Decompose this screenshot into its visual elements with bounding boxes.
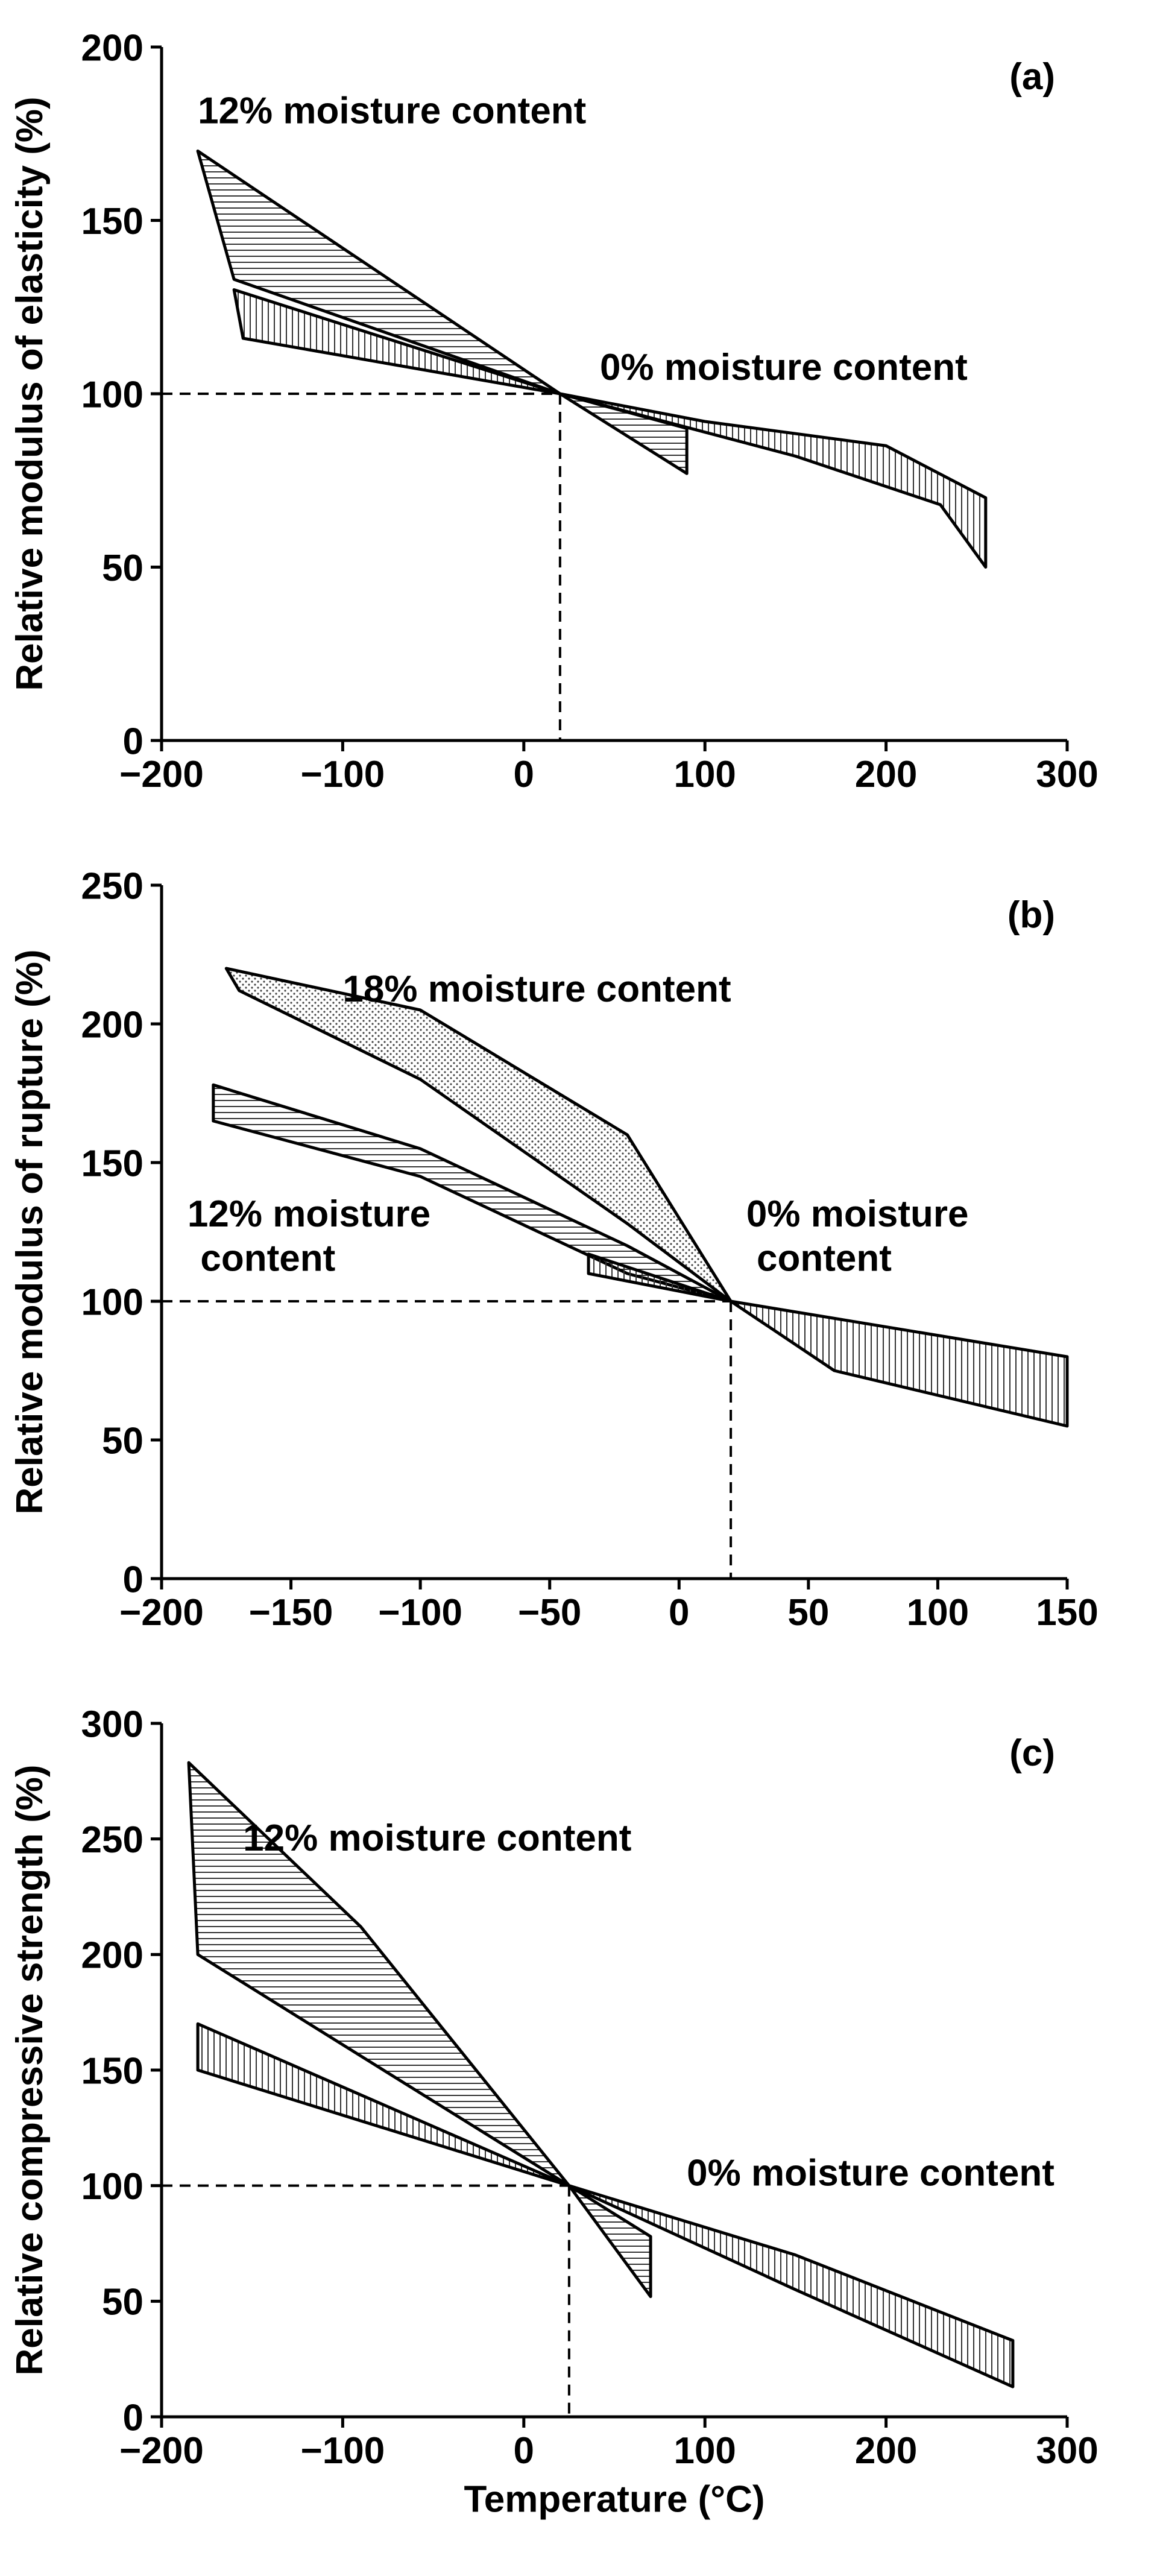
series-annotation: content [200,1237,335,1279]
x-tick-label: 0 [514,2430,534,2472]
x-tick-label: 200 [855,2430,917,2472]
y-tick-label: 200 [81,1004,143,1046]
series-annotation: 12% moisture content [198,90,586,132]
y-tick-label: 50 [102,548,143,589]
x-tick-label: −100 [301,754,385,795]
panel-label: (a) [1009,56,1055,98]
x-tick-label: 100 [907,1592,969,1634]
panel-label: (b) [1007,894,1055,936]
x-tick-label: −200 [119,2430,204,2472]
y-axis-label: Relative modulus of rupture (%) [9,950,51,1515]
band-vertical-1 [232,288,988,569]
x-axis-label: Temperature (°C) [464,2479,765,2521]
y-tick-label: 200 [81,1935,143,1977]
x-tick-label: −50 [518,1592,581,1634]
x-tick-label: 0 [669,1592,689,1634]
x-tick-label: 300 [1036,2430,1098,2472]
x-tick-label: 200 [855,754,917,795]
y-tick-label: 0 [123,721,143,762]
series-annotation: 0% moisture [746,1193,969,1235]
series-annotation: 0% moisture content [687,2153,1055,2194]
y-tick-label: 100 [81,2166,143,2208]
band-dots-0 [224,967,733,1303]
chart-c-svg: 0 50 100 150 200 250 300 −200 −100 0 100 200 300 Rela… [9,1703,1099,2521]
series-annotation: 18% moisture content [342,968,731,1010]
y-tick-label: 0 [123,2397,143,2439]
x-tick-label: −200 [119,754,204,795]
y-tick-label: 250 [81,865,143,907]
y-tick-label: 150 [81,1143,143,1184]
y-tick-label: 0 [123,1559,143,1600]
y-tick-label: 100 [81,1281,143,1323]
band-vertical-1 [196,2022,1015,2388]
chart-a-svg: 0 50 100 150 200 −200 −100 0 100 200 300 Relative m… [9,27,1099,795]
band-right-tail-0 [567,2184,652,2299]
y-axis-label: Relative modulus of elasticity (%) [9,96,51,690]
x-tick-label: 150 [1036,1592,1098,1634]
x-tick-label: 300 [1036,754,1098,795]
x-tick-label: −100 [301,2430,385,2472]
y-tick-label: 250 [81,1819,143,1861]
x-tick-label: 0 [514,754,534,795]
x-tick-label: 100 [673,754,736,795]
series-annotation: content [757,1237,892,1279]
y-tick-label: 150 [81,2050,143,2092]
panel-label: (c) [1009,1732,1055,1774]
x-tick-label: 50 [787,1592,829,1634]
y-tick-label: 50 [102,2282,143,2323]
y-tick-label: 200 [81,27,143,69]
series-annotation: 12% moisture content [243,1817,631,1859]
x-tick-label: −200 [119,1592,204,1634]
y-tick-label: 100 [81,374,143,415]
x-tick-label: 100 [673,2430,736,2472]
panel-a-modulus-of-elasticity: 0 50 100 150 200 −200 −100 0 100 200 300 Relative m… [0,0,1157,838]
chart-b-svg: 0 50 100 150 200 250 −200 −150 −100 −50 0 50 100 150 R… [9,865,1099,1634]
y-tick-label: 150 [81,201,143,242]
x-tick-label: −150 [249,1592,333,1634]
band-vertical-2 [587,1252,1069,1428]
y-tick-label: 300 [81,1703,143,1745]
band-horizontal-0 [196,150,562,396]
series-annotation: 12% moisture [188,1193,430,1235]
x-tick-label: −100 [378,1592,462,1634]
y-axis-label: Relative compressive strength (%) [9,1764,51,2375]
y-tick-label: 50 [102,1420,143,1462]
series-annotation: 0% moisture content [600,347,968,388]
panel-c-compressive-strength: 0 50 100 150 200 250 300 −200 −100 0 100 200 300 Rela… [0,1676,1157,2576]
panel-b-modulus-of-rupture: 0 50 100 150 200 250 −200 −150 −100 −50 0 50 100 150 R… [0,838,1157,1676]
